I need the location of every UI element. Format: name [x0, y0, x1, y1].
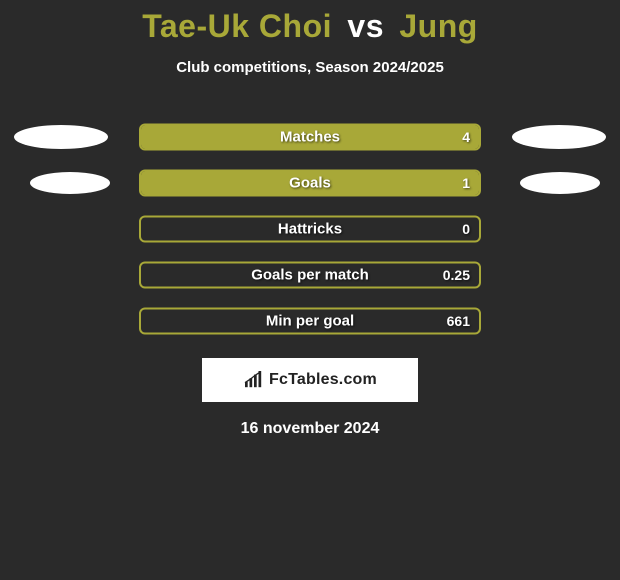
vs-text: vs: [347, 8, 384, 44]
comparison-chart: Matches4Goals1Hattricks0Goals per match0…: [0, 114, 620, 344]
brand-text: FcTables.com: [269, 371, 377, 389]
stat-row: Goals1: [0, 160, 620, 206]
player1-marker: [14, 125, 108, 149]
bar-fill: [141, 126, 479, 149]
page-title: Tae-Uk Choi vs Jung: [0, 0, 620, 45]
bar-track: [139, 216, 481, 243]
bar-fill: [141, 172, 479, 195]
player2-marker: [520, 172, 600, 194]
stat-row: Min per goal661: [0, 298, 620, 344]
stat-row: Goals per match0.25: [0, 252, 620, 298]
player1-name: Tae-Uk Choi: [142, 8, 332, 44]
player2-name: Jung: [399, 8, 477, 44]
player2-marker: [512, 125, 606, 149]
bar-track: [139, 308, 481, 335]
subtitle: Club competitions, Season 2024/2025: [0, 59, 620, 76]
bar-track: [139, 262, 481, 289]
chart-icon: [243, 371, 265, 389]
snapshot-date: 16 november 2024: [0, 420, 620, 438]
stat-row: Hattricks0: [0, 206, 620, 252]
brand-badge: FcTables.com: [202, 358, 418, 402]
player1-marker: [30, 172, 110, 194]
stat-row: Matches4: [0, 114, 620, 160]
